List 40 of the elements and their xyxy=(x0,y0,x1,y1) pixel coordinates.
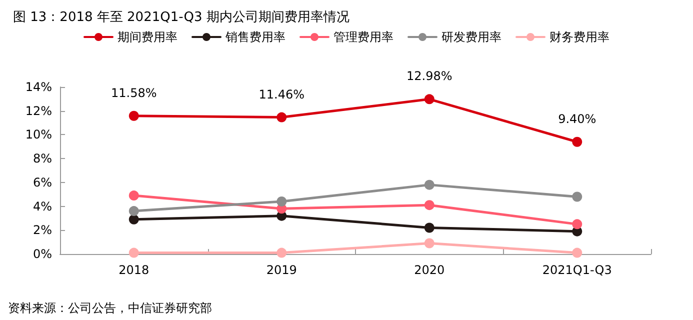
point xyxy=(128,190,139,201)
text: 资料来源：公司公告，中信证券研究部 xyxy=(8,301,212,315)
legend-label: 研发费用率 xyxy=(442,30,502,44)
data-label: 11.46% xyxy=(258,87,305,102)
x-tick-label: 2019 xyxy=(266,263,297,277)
legend-label: 管理费用率 xyxy=(334,30,394,44)
point xyxy=(424,180,434,190)
y-tick-label: 2% xyxy=(32,223,52,238)
point xyxy=(128,214,139,224)
point xyxy=(572,219,582,230)
data-label: 9.40% xyxy=(558,112,596,126)
y-tick-label: 6% xyxy=(32,175,52,190)
x-tick-label: 2018 xyxy=(118,263,150,277)
point xyxy=(276,112,287,122)
x-tick-label: 2021Q1-Q3 xyxy=(542,263,612,277)
point xyxy=(424,94,434,104)
point xyxy=(424,222,434,233)
y-tick-label: 10% xyxy=(25,128,52,142)
point xyxy=(572,136,582,147)
point xyxy=(128,248,139,258)
data-label: 11.58% xyxy=(110,86,157,100)
x-tick-label: 2020 xyxy=(414,263,445,277)
legend-label: 财务费用率 xyxy=(550,30,610,44)
point xyxy=(128,206,139,216)
y-tick-label: 12% xyxy=(25,104,52,118)
point xyxy=(424,238,434,248)
point xyxy=(572,248,582,258)
point xyxy=(572,192,582,202)
y-tick-label: 0% xyxy=(32,247,52,261)
point xyxy=(424,200,434,210)
point xyxy=(128,110,139,121)
chart-title: 图 13：2018 年至 2021Q1-Q3 期内公司期间费用率情况 xyxy=(13,9,350,25)
legend-label: 销售费用率 xyxy=(224,30,286,44)
legend-label: 期间费用率 xyxy=(118,30,178,44)
y-tick-label: 4% xyxy=(32,199,52,214)
data-label: 12.98% xyxy=(406,69,452,84)
point xyxy=(276,196,287,207)
y-tick-label: 8% xyxy=(32,152,52,166)
y-tick-label: 14% xyxy=(25,80,52,94)
point xyxy=(276,248,287,258)
